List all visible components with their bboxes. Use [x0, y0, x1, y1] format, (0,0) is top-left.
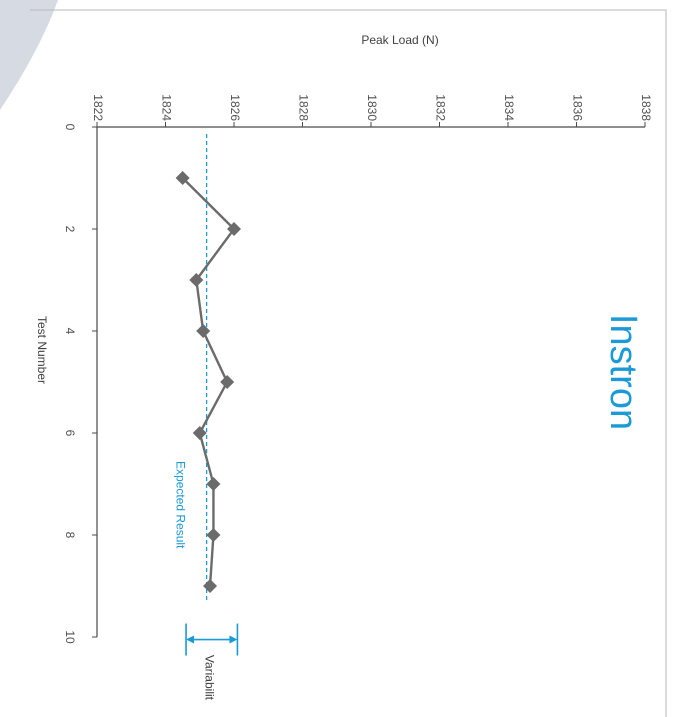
variability-indicator: Variabilit [185, 623, 239, 701]
x-tick-label: 2 [63, 226, 77, 233]
y-tick-label: 1822 [91, 94, 105, 121]
y-tick-label: 1836 [570, 94, 584, 121]
data-point [175, 171, 190, 185]
data-point [206, 528, 221, 542]
y-tick-label: 1828 [296, 94, 310, 121]
data-point [196, 324, 211, 338]
variability-arrow-right [229, 635, 238, 644]
x-tick-label: 6 [63, 430, 77, 437]
data-point [192, 426, 207, 440]
brand-logo: Instron [602, 314, 644, 430]
reference-label: Expected Result [174, 461, 188, 549]
y-tick-label: 1824 [159, 94, 173, 121]
data-point [206, 477, 221, 491]
expected-result-reference: Expected Result [174, 134, 208, 602]
x-tick-label: 4 [63, 328, 77, 335]
chart-frame [30, 9, 667, 717]
corner-decoration [0, 0, 58, 110]
y-tick-label: 1830 [365, 94, 379, 121]
variability-arrow-left [186, 635, 195, 644]
y-tick-label: 1832 [433, 94, 447, 121]
y-tick-label: 1826 [228, 94, 242, 121]
data-point [203, 579, 218, 593]
series-group [175, 171, 241, 593]
y-axis-title: Peak Load (N) [361, 33, 438, 47]
x-tick-label: 0 [63, 124, 77, 131]
x-tick-label: 8 [63, 532, 77, 539]
x-tick-label: 10 [63, 630, 77, 644]
axes: 1822 1824 1826 1828 1830 1832 1834 1836 1838 0 2 4 6… [63, 94, 653, 644]
x-axis-title: Test Number [35, 316, 49, 384]
data-point [189, 273, 204, 287]
variability-label: Variabilit [203, 655, 217, 701]
y-tick-label: 1838 [639, 94, 653, 121]
y-tick-label: 1834 [502, 94, 516, 121]
data-point [220, 375, 235, 389]
data-point [227, 222, 241, 236]
